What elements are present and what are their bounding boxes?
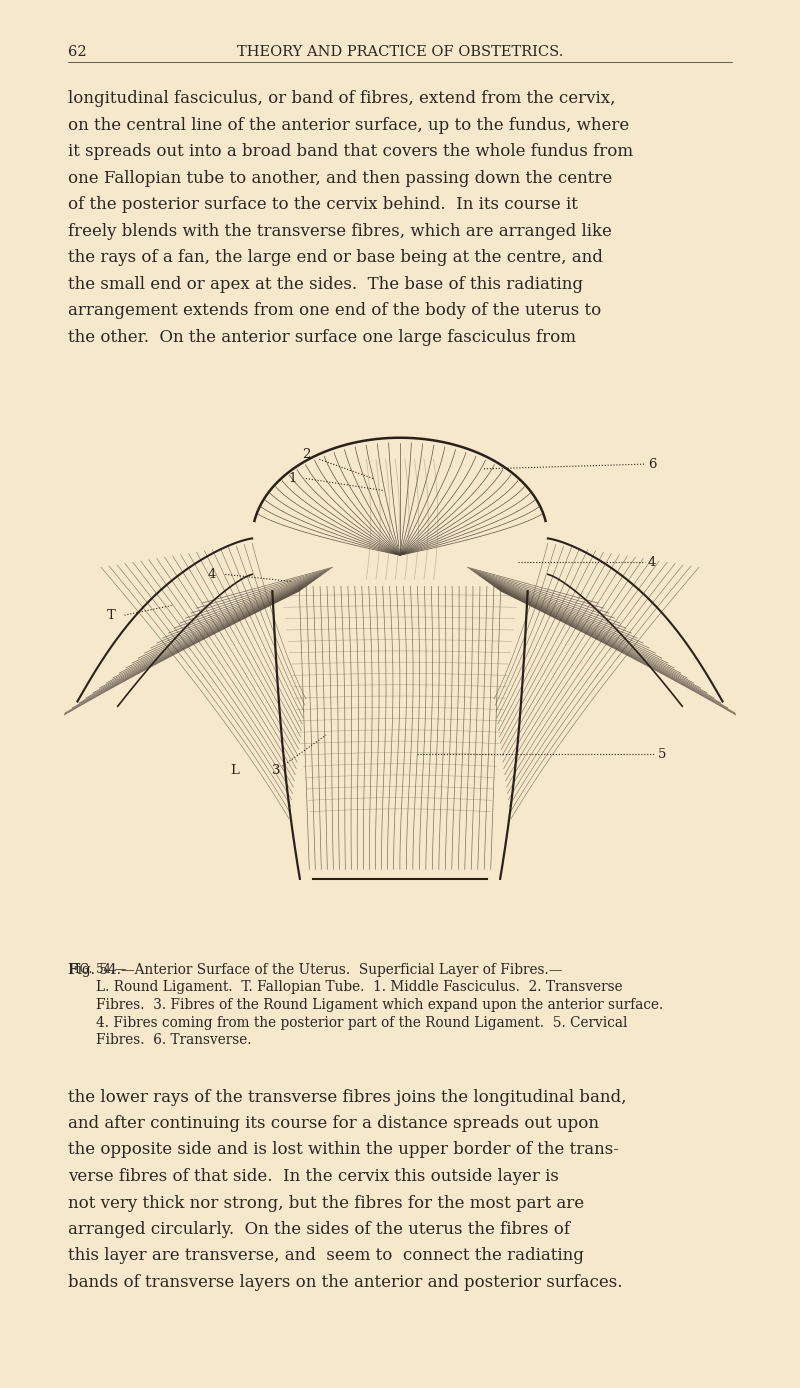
Text: 4: 4 [208, 568, 216, 582]
Text: THEORY AND PRACTICE OF OBSTETRICS.: THEORY AND PRACTICE OF OBSTETRICS. [237, 44, 563, 60]
Text: F: F [68, 963, 78, 977]
Text: the small end or apex at the sides.  The base of this radiating: the small end or apex at the sides. The … [68, 275, 583, 293]
Text: the rays of a fan, the large end or base being at the centre, and: the rays of a fan, the large end or base… [68, 248, 603, 266]
Text: 4: 4 [648, 555, 656, 569]
Text: IG. 54.—: IG. 54.— [75, 963, 126, 976]
Text: T: T [106, 608, 115, 622]
Text: L: L [230, 765, 238, 777]
Text: bands of transverse layers on the anterior and posterior surfaces.: bands of transverse layers on the anteri… [68, 1274, 622, 1291]
Text: Fibres.  3. Fibres of the Round Ligament which expand upon the anterior surface.: Fibres. 3. Fibres of the Round Ligament … [96, 998, 663, 1012]
Text: arrangement extends from one end of the body of the uterus to: arrangement extends from one end of the … [68, 303, 602, 319]
Text: it spreads out into a broad band that covers the whole fundus from: it spreads out into a broad band that co… [68, 143, 633, 160]
Text: longitudinal fasciculus, or band of fibres, extend from the cervix,: longitudinal fasciculus, or band of fibr… [68, 90, 615, 107]
Text: arranged circularly.  On the sides of the uterus the fibres of: arranged circularly. On the sides of the… [68, 1221, 570, 1238]
Text: 4. Fibres coming from the posterior part of the Round Ligament.  5. Cervical: 4. Fibres coming from the posterior part… [96, 1016, 627, 1030]
Text: Fig. 54.—Anterior Surface of the Uterus.  Superficial Layer of Fibres.—: Fig. 54.—Anterior Surface of the Uterus.… [68, 963, 562, 977]
Text: not very thick nor strong, but the fibres for the most part are: not very thick nor strong, but the fibre… [68, 1195, 584, 1212]
Text: the lower rays of the transverse fibres joins the longitudinal band,: the lower rays of the transverse fibres … [68, 1088, 626, 1105]
Text: the other.  On the anterior surface one large fasciculus from: the other. On the anterior surface one l… [68, 329, 576, 346]
Text: 62: 62 [68, 44, 86, 60]
Text: verse fibres of that side.  In the cervix this outside layer is: verse fibres of that side. In the cervix… [68, 1167, 559, 1185]
Text: Fibres.  6. Transverse.: Fibres. 6. Transverse. [96, 1033, 251, 1047]
Text: 1: 1 [288, 472, 297, 484]
Text: the opposite side and is lost within the upper border of the trans-: the opposite side and is lost within the… [68, 1141, 619, 1159]
Text: of the posterior surface to the cervix behind.  In its course it: of the posterior surface to the cervix b… [68, 196, 578, 212]
Text: freely blends with the transverse fibres, which are arranged like: freely blends with the transverse fibres… [68, 222, 612, 240]
Text: 6: 6 [648, 458, 656, 471]
Text: L. Round Ligament.  T. Fallopian Tube.  1. Middle Fasciculus.  2. Transverse: L. Round Ligament. T. Fallopian Tube. 1.… [96, 980, 622, 994]
Text: 5: 5 [658, 748, 666, 761]
Text: 2: 2 [302, 448, 310, 461]
Text: one Fallopian tube to another, and then passing down the centre: one Fallopian tube to another, and then … [68, 169, 612, 186]
Text: 3: 3 [272, 765, 281, 777]
Text: on the central line of the anterior surface, up to the fundus, where: on the central line of the anterior surf… [68, 117, 630, 133]
Text: and after continuing its course for a distance spreads out upon: and after continuing its course for a di… [68, 1115, 599, 1133]
Text: this layer are transverse, and  seem to  connect the radiating: this layer are transverse, and seem to c… [68, 1248, 584, 1264]
